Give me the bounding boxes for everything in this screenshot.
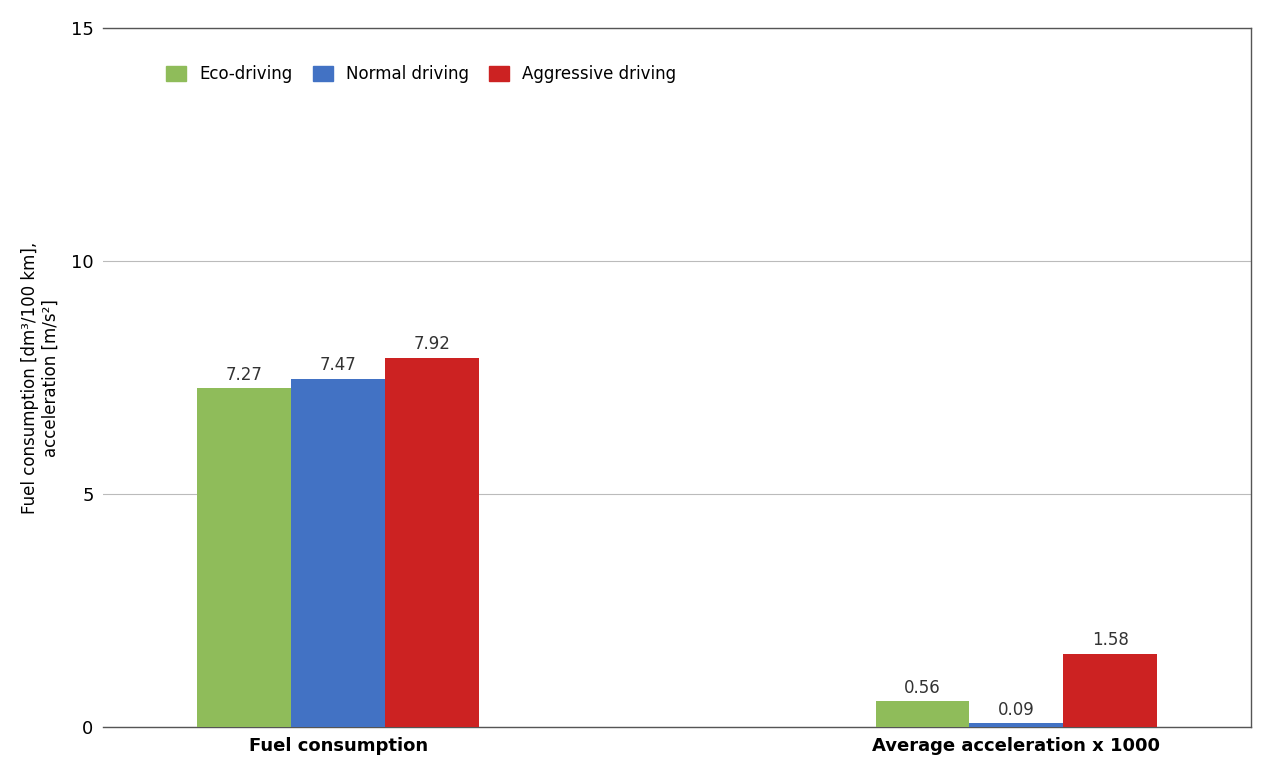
Text: 1.58: 1.58 (1091, 631, 1128, 649)
Bar (875, 702, 969, 727)
Text: 0.56: 0.56 (904, 679, 941, 697)
Y-axis label: Fuel consumption [dm³/100 km],
acceleration [m/s²]: Fuel consumption [dm³/100 km], accelerat… (20, 241, 60, 514)
Bar (1063, 653, 1158, 727)
Bar (291, 379, 385, 727)
Legend: Eco-driving, Normal driving, Aggressive driving: Eco-driving, Normal driving, Aggressive … (158, 57, 684, 92)
Bar (969, 723, 1063, 727)
Bar (385, 358, 480, 727)
Text: 7.92: 7.92 (413, 335, 450, 353)
Text: 7.27: 7.27 (225, 365, 262, 383)
Text: 0.09: 0.09 (999, 701, 1034, 719)
Text: 7.47: 7.47 (319, 356, 356, 374)
Bar (197, 388, 291, 727)
